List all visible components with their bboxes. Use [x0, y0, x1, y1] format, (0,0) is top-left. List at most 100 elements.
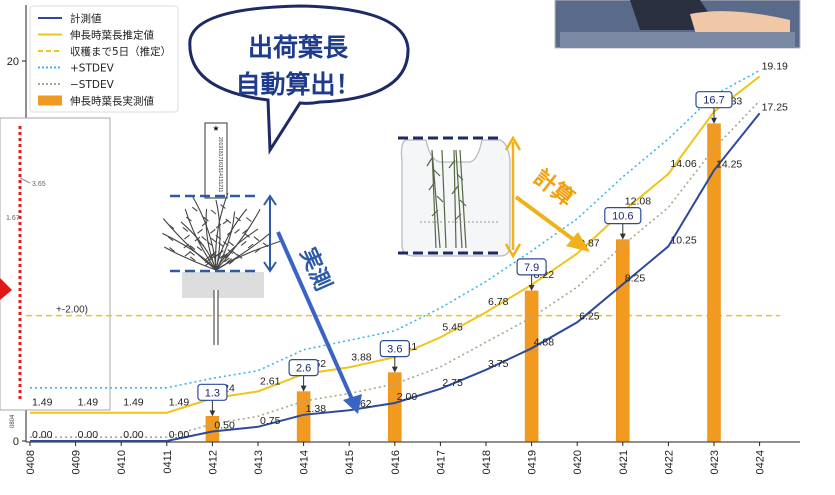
bar: [524, 290, 539, 442]
plant-leaflet-stroke: [189, 256, 196, 262]
plant-leaflet-stroke: [232, 250, 238, 256]
harvest-line-label: +-2.00): [56, 305, 88, 316]
plant-leaflet-stroke: [224, 253, 231, 259]
plant-leaflet-stroke: [210, 209, 217, 215]
point-value-label: 1.49: [78, 397, 99, 409]
leaf-bundle-icon: [426, 149, 467, 249]
calculated-label: 計算: [528, 164, 579, 212]
point-value-label: 2.00: [397, 391, 418, 403]
legend-label: 収穫まで5日（推定）: [70, 45, 171, 58]
series-line: [30, 112, 761, 442]
bar-series: [205, 123, 721, 442]
plant-leaflet-stroke: [220, 204, 226, 209]
speech-bubble: 出荷葉長 自動算出！: [188, 4, 410, 155]
ruler-digits: 20191817161514131211: [217, 137, 223, 192]
series-line: [30, 69, 760, 389]
inset-axis-label: 0804: [10, 414, 16, 428]
legend-label: +STDEV: [70, 63, 115, 75]
svg-text:★: ★: [212, 124, 219, 133]
legend-label: −STDEV: [70, 79, 115, 91]
bubble-line-1: 出荷葉長: [248, 33, 349, 62]
plant-leaf-stroke: [215, 208, 248, 271]
bar-value-label: 1.3: [205, 387, 220, 399]
bar-callout-box: [288, 359, 319, 377]
point-value-label: 0.50: [214, 420, 235, 432]
plant-leaflet-stroke: [228, 241, 235, 247]
point-value-label: 2.61: [260, 375, 281, 387]
point-value-label: 0.00: [123, 429, 144, 441]
bar-value-label: 7.9: [524, 262, 539, 274]
bar-value-label: 16.7: [703, 95, 724, 107]
plant-leaflet-stroke: [240, 240, 247, 246]
plant-leaflet-stroke: [169, 247, 175, 253]
point-value-label: 12.08: [625, 195, 651, 207]
plant-leaflet-stroke: [228, 259, 235, 265]
x-tick-label: 0408: [25, 450, 37, 474]
photo-thumbnail: [554, 0, 801, 49]
plant-leaflet-stroke: [189, 250, 195, 256]
plant-leaflet-stroke: [253, 236, 260, 242]
plant-leaf-stroke: [163, 246, 217, 271]
point-value-label: 0.00: [78, 429, 99, 441]
plant-leaf-stroke: [184, 208, 217, 271]
plant-leaflet-stroke: [247, 243, 254, 249]
bar: [388, 372, 402, 442]
plant-leaflet-stroke: [218, 242, 224, 248]
plant-leaflet-stroke: [222, 241, 229, 247]
plant-leaflet-stroke: [235, 216, 241, 222]
plant-leaflet-stroke: [196, 246, 203, 252]
plant-leaflet-stroke: [254, 248, 261, 254]
x-tick-label: 0412: [207, 450, 219, 474]
plant-leaflet-stroke: [197, 228, 203, 234]
legend-label: 計測値: [70, 12, 102, 25]
plant-leaflet-stroke: [206, 241, 213, 247]
plant-illustration: ★ 20191817161514131211: [162, 122, 282, 345]
plant-leaflet-stroke: [227, 249, 234, 255]
x-tick-label: 0414: [299, 450, 311, 474]
point-value-label: 0.75: [260, 415, 281, 427]
bar-value-label: 10.6: [612, 211, 633, 223]
bar-callout-box: [379, 340, 410, 358]
plant-leaflet-stroke: [234, 228, 240, 234]
bar-callout-box: [197, 383, 228, 401]
plant-leaflet-stroke: [184, 234, 190, 240]
plant-leaflet-stroke: [201, 236, 207, 242]
bar-value-label: 2.6: [296, 363, 311, 375]
legend-label: 伸長時葉長推定値: [70, 29, 154, 42]
plant-leaflet-stroke: [210, 237, 217, 243]
point-value-label: 14.25: [716, 158, 742, 170]
point-value-label: 1.49: [169, 397, 190, 409]
inset-value-2: 1.67: [6, 215, 20, 222]
bar-value-label: 3.6: [387, 344, 402, 356]
plant-leaflet-stroke: [245, 217, 252, 222]
bubble-line-2: 自動算出！: [235, 70, 360, 99]
point-value-label: 1.38: [306, 403, 327, 415]
bar: [616, 239, 630, 442]
y-ticks: 0 20: [7, 56, 26, 448]
plant-leaflet-stroke: [167, 236, 174, 242]
x-tick-label: 0421: [618, 450, 630, 474]
point-value-label: 4.88: [534, 336, 555, 348]
plant-leaflet-stroke: [209, 228, 216, 234]
plant-leaf-stroke: [205, 208, 217, 271]
axes: 0 20 0408 0409 0410 0411 0412 0413 0414 0415 0416…: [7, 5, 800, 474]
measured-arrow: 実測: [276, 231, 362, 414]
point-value-label: 0.00: [32, 429, 53, 441]
plant-leaf-stroke: [215, 192, 229, 271]
plant-leaf-stroke: [215, 240, 282, 271]
plant-leaf-stroke: [162, 218, 217, 271]
x-tick-label: 0413: [253, 450, 265, 474]
x-tick-label: 0415: [344, 450, 356, 474]
series-line: [30, 100, 761, 438]
x-tick-label: 0418: [481, 450, 493, 474]
point-value-label: 17.25: [762, 101, 788, 113]
point-value-label: 3.75: [488, 358, 509, 370]
point-value-label: 1.49: [123, 397, 144, 409]
plant-leaflet-stroke: [262, 242, 269, 248]
y-tick-label: 0: [13, 436, 19, 448]
plant-leaflet-stroke: [198, 241, 205, 247]
inset-value-1: 3.65: [32, 181, 46, 188]
harvest-line-series: +-2.00): [26, 305, 780, 317]
